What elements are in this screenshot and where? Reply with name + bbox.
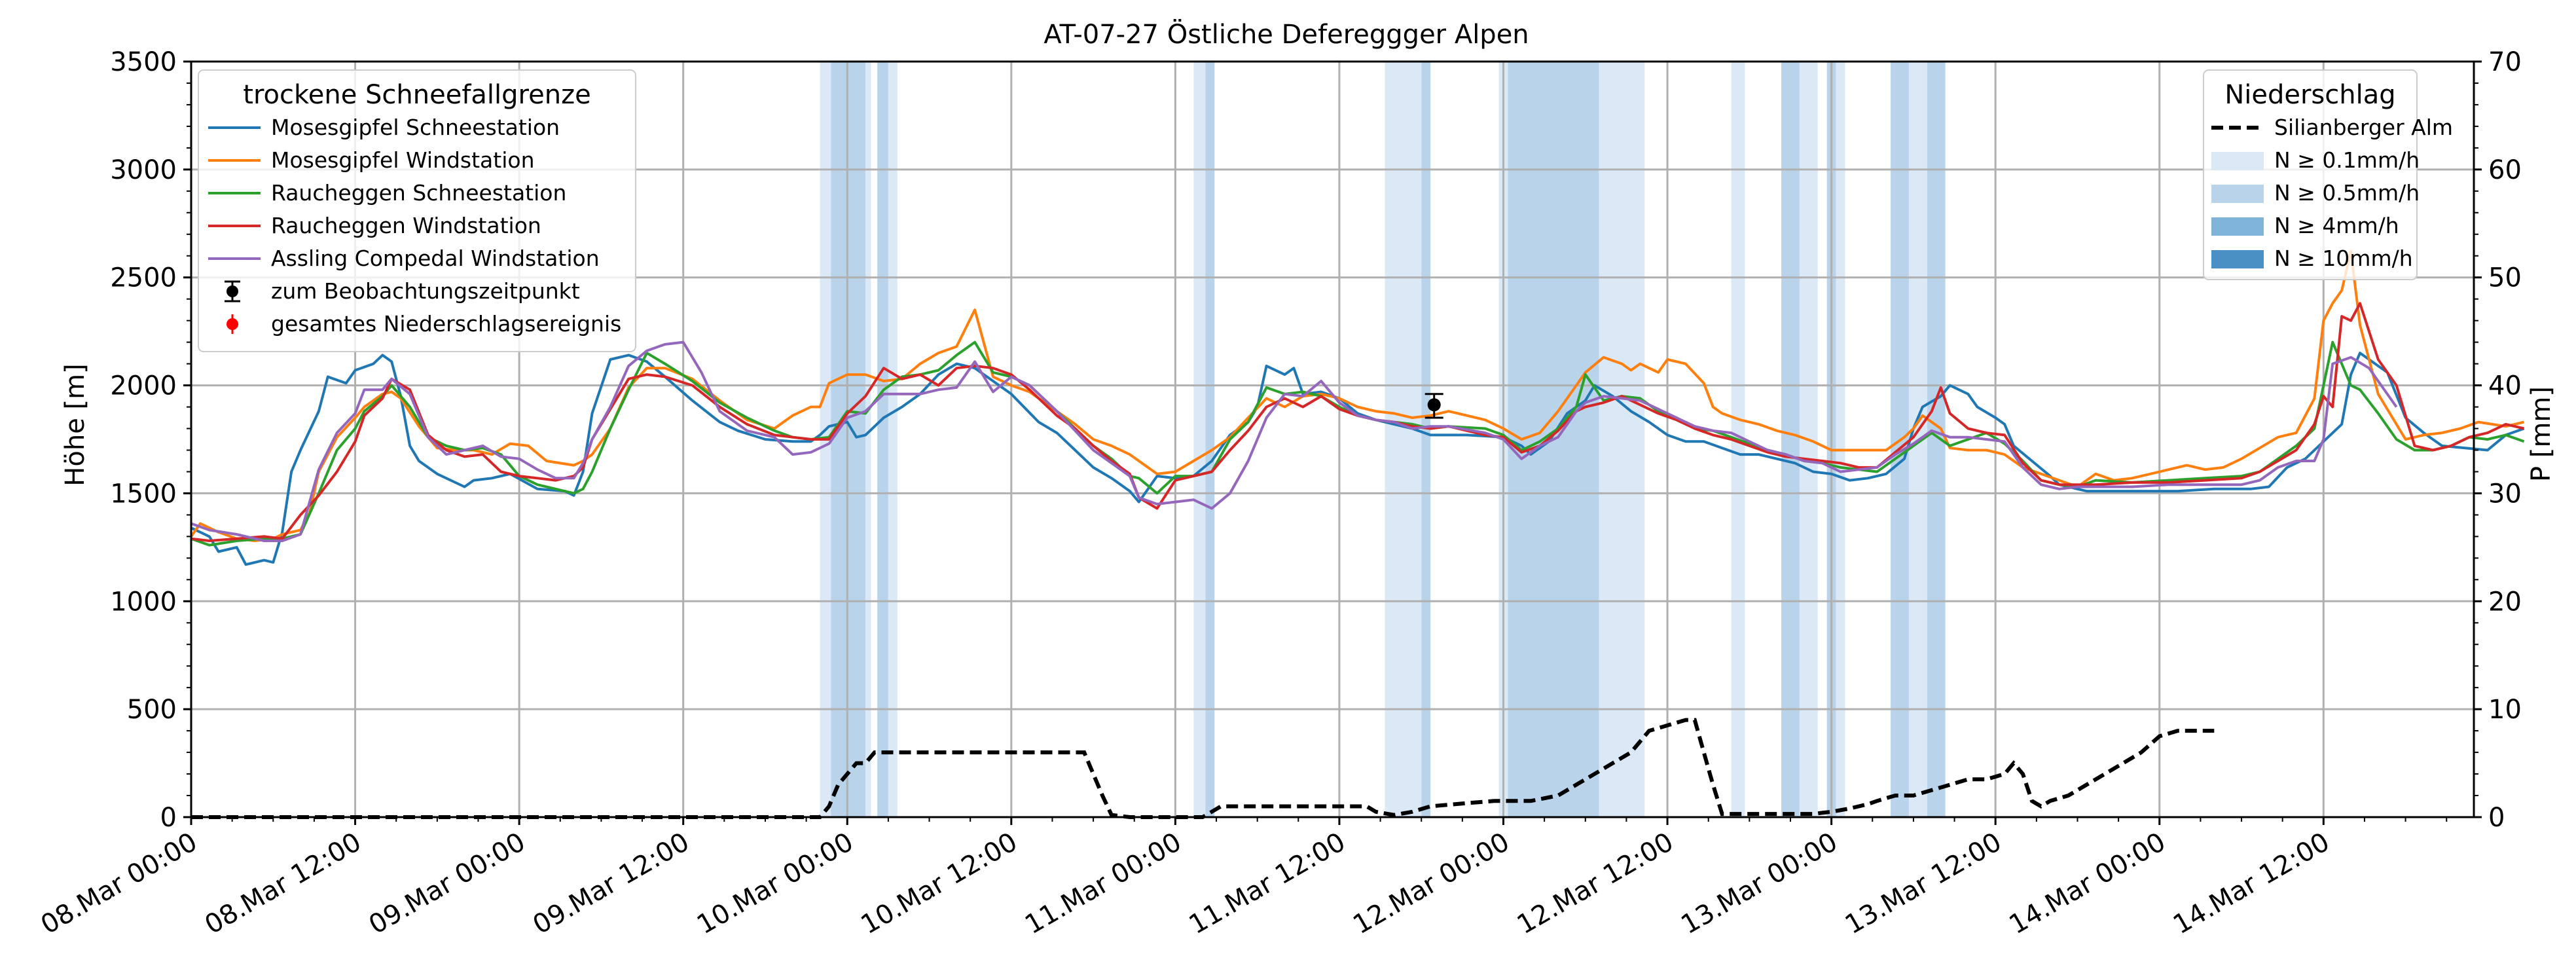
y-axis-label: Höhe [m] (60, 363, 90, 486)
x-tick-label-8: 12.Mar 00:00 (1348, 827, 1514, 940)
y2-axis-label: P [mm] (2526, 386, 2556, 482)
precip-band-13 (1781, 62, 1800, 817)
x-tick-label-9: 12.Mar 12:00 (1512, 827, 1678, 940)
legend-swatch-band-0 (2211, 152, 2264, 170)
legend-left-box (198, 69, 636, 352)
precipitation-bands (820, 62, 1946, 817)
y2-tick-label-7: 70 (2488, 47, 2522, 77)
x-tick-label-7: 11.Mar 12:00 (1184, 827, 1351, 940)
legend-left: trockene Schneefallgrenze Mosesgipfel Sc… (198, 69, 636, 352)
legend-marker-total (227, 318, 238, 330)
legend-label-observation: zum Beobachtungszeitpunkt (271, 278, 580, 304)
legend-label-band-3: N ≥ 10mm/h (2274, 246, 2413, 271)
legend-swatch-band-1 (2211, 185, 2264, 203)
x-tick-label-13: 14.Mar 12:00 (2168, 827, 2334, 940)
precip-band-7 (1385, 62, 1422, 817)
y2-tick-label-1: 10 (2488, 695, 2522, 725)
y-tick-label-7: 3500 (110, 47, 177, 77)
y2-tick-label-6: 60 (2488, 155, 2522, 185)
series-line-2 (190, 340, 2525, 547)
legend-label-total: gesamtes Niederschlagsereignis (271, 311, 621, 337)
x-tick-label-11: 13.Mar 12:00 (1840, 827, 2006, 940)
legend-label-band-2: N ≥ 4mm/h (2274, 213, 2399, 238)
y2-tick-label-4: 40 (2488, 371, 2522, 401)
precip-band-16 (1836, 62, 1845, 817)
y-tick-label-3: 1500 (110, 479, 177, 509)
x-tick-label-10: 13.Mar 00:00 (1676, 827, 1842, 940)
y2-tick-label-0: 0 (2488, 803, 2505, 833)
series-lines (190, 250, 2525, 819)
x-tick-label-3: 09.Mar 12:00 (528, 827, 694, 940)
y-tick-label-4: 2000 (110, 371, 177, 401)
x-tick-label-2: 09.Mar 00:00 (364, 827, 530, 940)
x-tick-label-5: 10.Mar 12:00 (856, 827, 1023, 940)
y-tick-label-0: 0 (160, 803, 177, 833)
series-line-1 (190, 250, 2525, 542)
legend-marker-observation (227, 285, 238, 297)
precip-band-2 (865, 62, 871, 817)
obs-point (1427, 398, 1441, 412)
legend-label-series-3: Raucheggen Windstation (271, 213, 541, 238)
chart-title: AT-07-27 Östliche Defereggger Alpen (1043, 18, 1529, 50)
precip-band-11 (1599, 62, 1645, 817)
x-tick-label-4: 10.Mar 00:00 (692, 827, 858, 940)
precip-band-8 (1421, 62, 1431, 817)
legend-left-title: trockene Schneefallgrenze (243, 80, 590, 110)
legend-label-precip: Silianberger Alm (2274, 115, 2453, 140)
y-tick-label-2: 1000 (110, 587, 177, 617)
y2-tick-label-3: 30 (2488, 479, 2522, 509)
legend-swatch-band-3 (2211, 250, 2264, 268)
precip-band-6 (1205, 62, 1215, 817)
observation-markers (1424, 393, 1443, 419)
precip-band-3 (877, 62, 888, 817)
y2-tick-label-5: 50 (2488, 263, 2522, 293)
precip-band-5 (1193, 62, 1206, 817)
precip-band-4 (888, 62, 898, 817)
legend-label-band-1: N ≥ 0.5mm/h (2274, 180, 2420, 206)
legend-label-series-1: Mosesgipfel Windstation (271, 147, 535, 173)
x-tick-label-1: 08.Mar 12:00 (200, 827, 366, 940)
x-tick-label-6: 11.Mar 00:00 (1020, 827, 1186, 940)
y-tick-label-6: 3000 (110, 155, 177, 185)
legend-label-series-0: Mosesgipfel Schneestation (271, 115, 560, 140)
series-line-0 (190, 352, 2525, 566)
x-tick-label-0: 08.Mar 00:00 (36, 827, 202, 940)
legend-swatch-band-2 (2211, 217, 2264, 236)
series-line-4 (190, 340, 2398, 542)
y-tick-label-1: 500 (127, 695, 177, 725)
legend-right: Niederschlag Silianberger Alm N ≥ 0.1mm/… (2203, 69, 2453, 280)
legend-label-band-0: N ≥ 0.1mm/h (2274, 147, 2420, 173)
y2-tick-label-2: 20 (2488, 587, 2522, 617)
plot-frame (190, 60, 2475, 818)
legend-label-series-2: Raucheggen Schneestation (271, 180, 566, 206)
y-tick-label-5: 2500 (110, 263, 177, 293)
precip-total-line (191, 718, 2215, 819)
legend-label-series-4: Assling Compedal Windstation (271, 246, 600, 271)
x-tick-label-12: 14.Mar 00:00 (2004, 827, 2170, 940)
legend-right-title: Niederschlag (2224, 80, 2395, 110)
